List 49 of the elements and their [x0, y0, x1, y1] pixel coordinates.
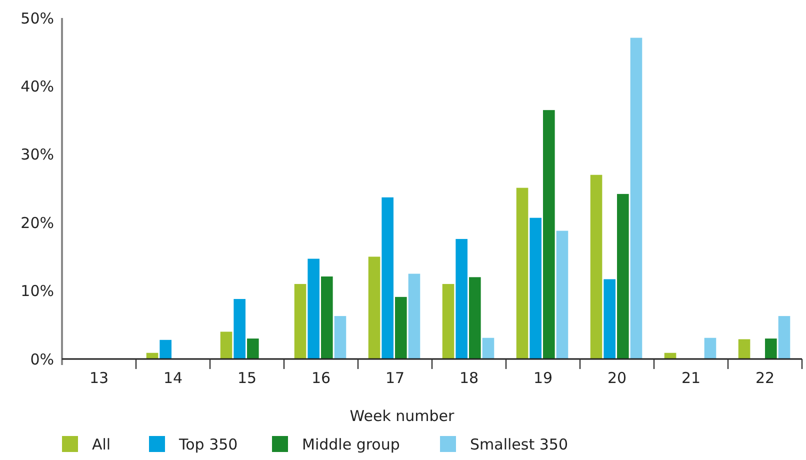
bar: [630, 38, 642, 359]
y-tick-label: 0%: [30, 350, 54, 368]
bar: [234, 298, 246, 359]
bar: [220, 332, 232, 359]
bar: [395, 296, 407, 359]
bar: [604, 279, 616, 359]
y-tick-label: 10%: [20, 282, 54, 300]
x-tick-label: 14: [163, 369, 183, 387]
bar: [408, 274, 420, 359]
bar: [704, 338, 716, 359]
y-tick-label: 40%: [20, 77, 54, 96]
bar: [556, 230, 568, 359]
bar: [738, 339, 750, 359]
bar: [368, 256, 380, 359]
bar: [247, 338, 259, 359]
bar: [382, 197, 394, 359]
bar: [778, 316, 790, 359]
bar: [294, 284, 306, 359]
y-tick-label: 20%: [20, 214, 54, 232]
bar: [617, 194, 629, 359]
bar: [160, 340, 172, 359]
legend-label: All: [92, 435, 111, 454]
bar: [321, 276, 333, 359]
x-tick-label: 21: [681, 369, 701, 387]
bar: [590, 174, 602, 359]
x-tick-label: 17: [385, 369, 405, 387]
x-tick-label: 16: [311, 369, 331, 387]
legend-label: Smallest 350: [470, 435, 568, 454]
x-axis-title: Week number: [350, 407, 456, 425]
bar: [543, 110, 555, 359]
bar: [442, 284, 454, 359]
bar: [308, 258, 320, 359]
bar: [469, 277, 481, 359]
bar: [530, 218, 542, 359]
bar: [482, 338, 494, 359]
x-tick-label: 18: [459, 369, 479, 387]
y-tick-label: 30%: [20, 146, 54, 164]
x-tick-label: 19: [533, 369, 553, 387]
x-tick-label: 22: [755, 369, 775, 387]
bar: [456, 238, 468, 359]
legend-label: Middle group: [302, 435, 400, 454]
bar: [765, 338, 777, 359]
bar: [516, 188, 528, 359]
bar: [334, 316, 346, 359]
y-tick-label: 50%: [20, 9, 54, 28]
x-tick-label: 20: [607, 369, 627, 387]
legend-label: Top 350: [178, 435, 238, 454]
x-tick-label: 13: [89, 369, 109, 387]
x-tick-label: 15: [237, 369, 257, 387]
